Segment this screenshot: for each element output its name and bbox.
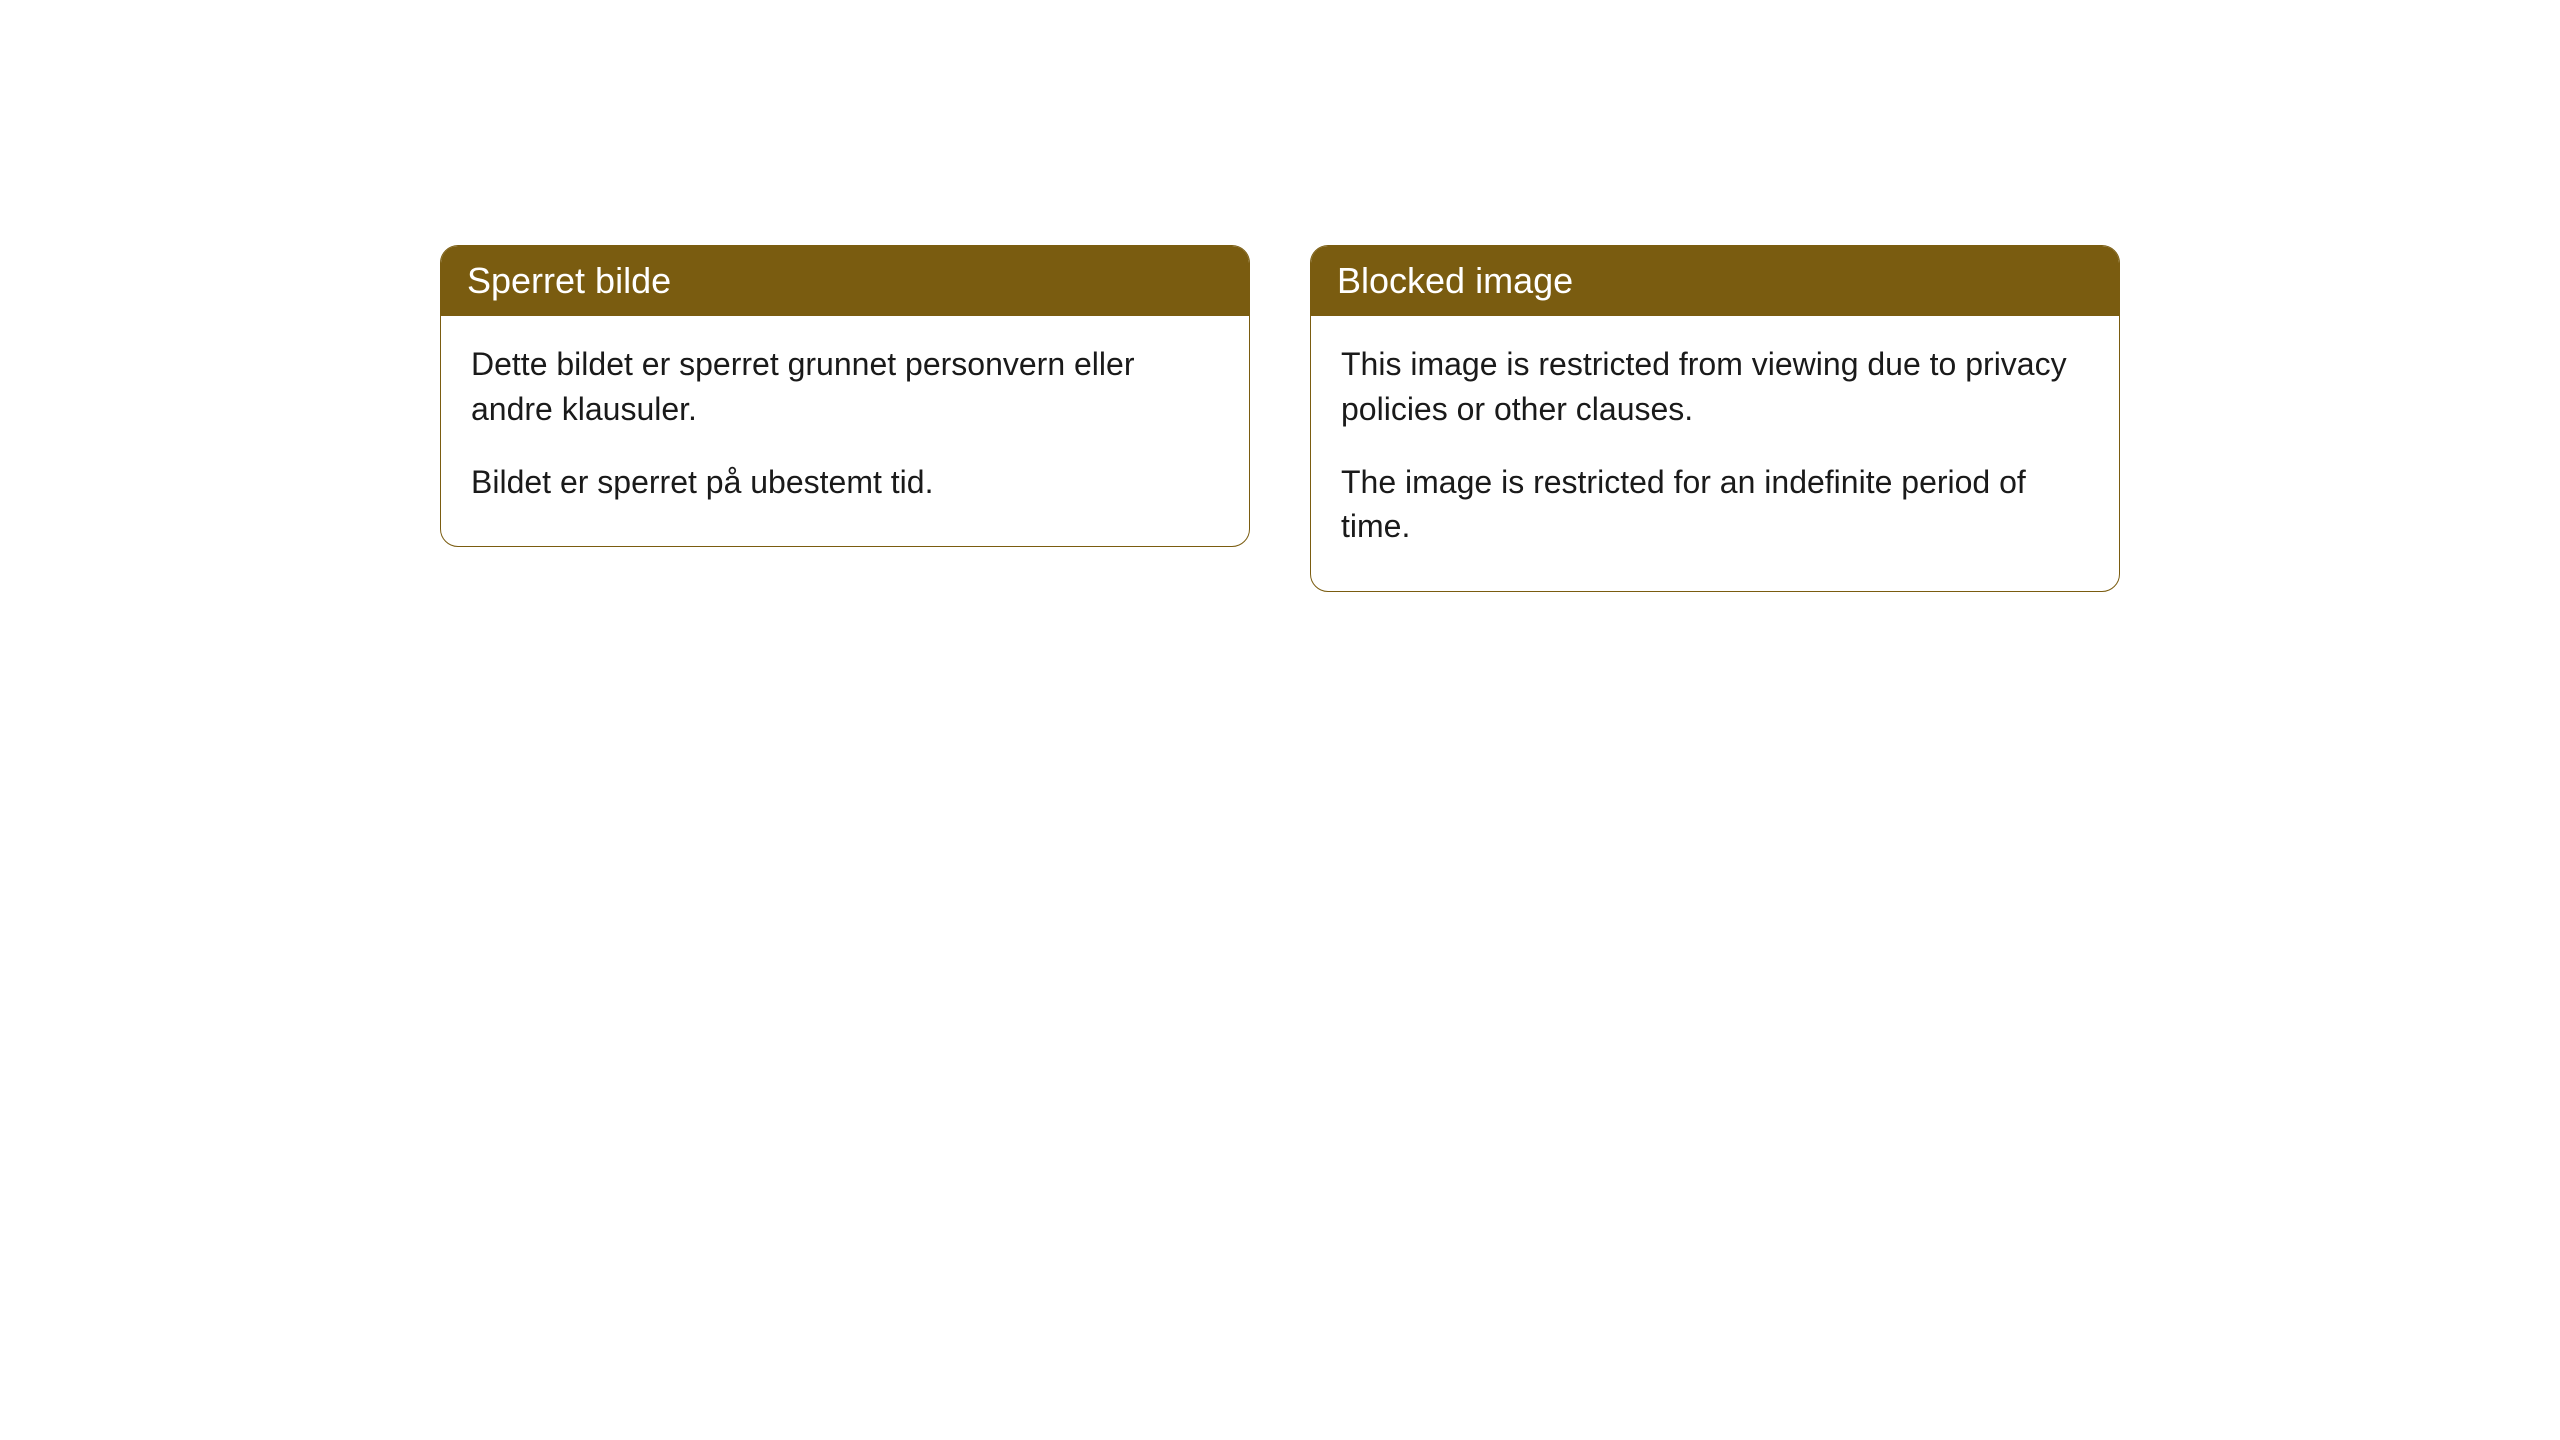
card-header: Sperret bilde <box>441 246 1249 316</box>
card-paragraph: This image is restricted from viewing du… <box>1341 342 2089 432</box>
card-paragraph: Dette bildet er sperret grunnet personve… <box>471 342 1219 432</box>
card-body: This image is restricted from viewing du… <box>1311 316 2119 591</box>
blocked-image-card-no: Sperret bilde Dette bildet er sperret gr… <box>440 245 1250 547</box>
blocked-image-card-en: Blocked image This image is restricted f… <box>1310 245 2120 592</box>
card-title: Sperret bilde <box>467 260 671 301</box>
card-title: Blocked image <box>1337 260 1573 301</box>
card-paragraph: Bildet er sperret på ubestemt tid. <box>471 460 1219 505</box>
card-body: Dette bildet er sperret grunnet personve… <box>441 316 1249 546</box>
card-header: Blocked image <box>1311 246 2119 316</box>
card-paragraph: The image is restricted for an indefinit… <box>1341 460 2089 550</box>
